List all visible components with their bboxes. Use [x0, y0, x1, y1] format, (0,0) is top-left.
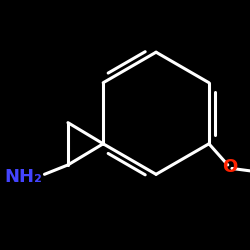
- Text: O: O: [222, 158, 238, 176]
- Text: NH₂: NH₂: [4, 168, 42, 186]
